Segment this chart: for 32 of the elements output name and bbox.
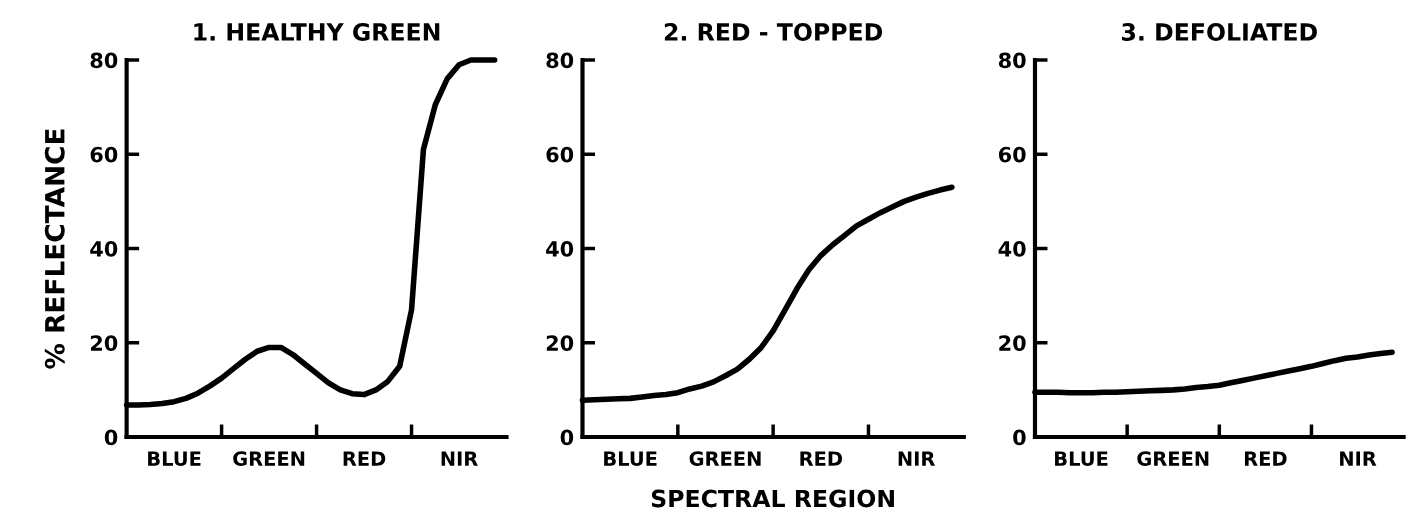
- y-tick-label: 80: [90, 52, 118, 69]
- x-axis-title: SPECTRAL REGION: [651, 489, 894, 508]
- x-tick-label: RED: [800, 451, 842, 466]
- y-tick-label: 80: [546, 52, 574, 69]
- y-tick-label: 60: [998, 146, 1026, 163]
- y-tick-label: 20: [999, 335, 1026, 351]
- chart-title: 1. HEALTHY GREEN: [194, 23, 440, 41]
- y-tick-label: 0: [104, 429, 118, 446]
- y-tick-label: 60: [90, 146, 118, 163]
- x-tick-label: RED: [343, 451, 386, 466]
- x-tick-label: NIR: [1340, 451, 1377, 466]
- x-tick-label: BLUE: [1055, 451, 1108, 466]
- x-tick-label: GREEN: [689, 451, 761, 466]
- y-tick-label: 80: [998, 52, 1026, 69]
- chart-title: 3. DEFOLIATED: [1122, 23, 1317, 41]
- y-tick-label: 0: [1013, 429, 1026, 446]
- y-tick-label: 20: [90, 335, 118, 351]
- y-tick-label: 60: [546, 146, 574, 163]
- x-tick-label: NIR: [898, 451, 935, 466]
- x-tick-label: GREEN: [1137, 451, 1209, 466]
- y-tick-label: 40: [998, 240, 1026, 257]
- x-tick-label: NIR: [441, 451, 478, 466]
- y-tick-label: 40: [90, 240, 118, 257]
- chart-title: 2. RED - TOPPED: [664, 23, 883, 41]
- y-tick-label: 0: [560, 429, 574, 446]
- y-tick-label: 20: [546, 335, 574, 351]
- x-tick-label: RED: [1244, 451, 1287, 466]
- x-tick-label: BLUE: [604, 451, 657, 466]
- y-tick-label: 40: [546, 240, 574, 257]
- x-tick-label: BLUE: [148, 451, 201, 466]
- y-axis-title: % REFLECTANCE: [44, 129, 65, 369]
- x-tick-label: GREEN: [233, 451, 305, 466]
